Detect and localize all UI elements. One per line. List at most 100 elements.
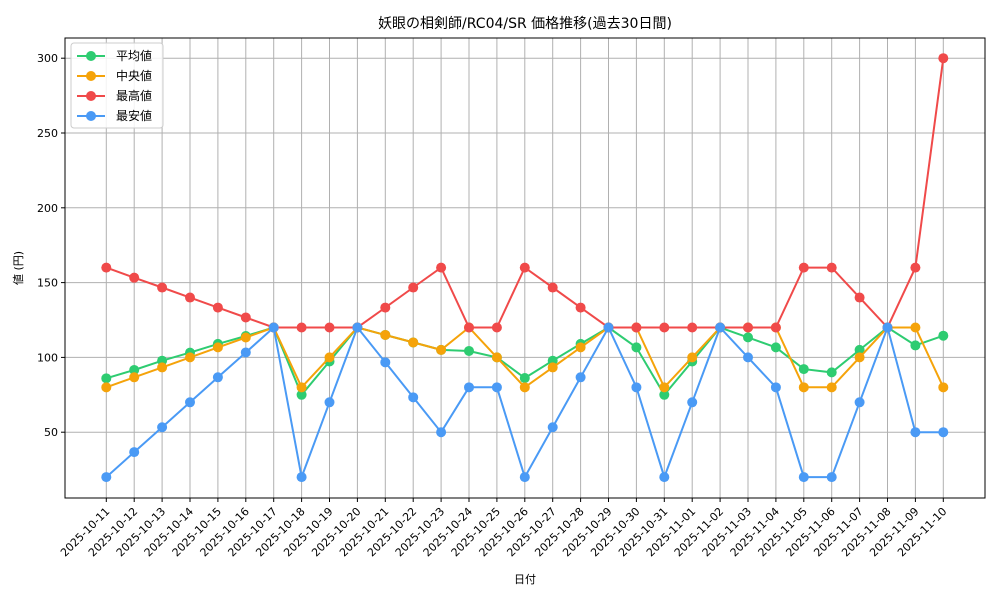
legend-marker-icon bbox=[86, 51, 96, 61]
data-point bbox=[129, 272, 140, 283]
data-point bbox=[240, 347, 251, 358]
data-point bbox=[770, 322, 781, 333]
data-point bbox=[324, 352, 335, 363]
data-point bbox=[296, 472, 307, 483]
legend-marker-icon bbox=[86, 71, 96, 81]
data-point bbox=[240, 312, 251, 323]
legend-label: 中央値 bbox=[116, 68, 152, 83]
data-point bbox=[882, 322, 893, 333]
data-point bbox=[519, 382, 530, 393]
data-point bbox=[352, 322, 363, 333]
data-point bbox=[519, 373, 530, 384]
legend-label: 最安値 bbox=[116, 108, 152, 123]
chart-title: 妖眼の相剣師/RC04/SR 価格推移(過去30日間) bbox=[378, 16, 672, 32]
data-point bbox=[324, 397, 335, 408]
data-point bbox=[910, 262, 921, 273]
data-point bbox=[212, 342, 223, 353]
data-point bbox=[519, 262, 530, 273]
data-point bbox=[631, 322, 642, 333]
data-point bbox=[296, 382, 307, 393]
data-point bbox=[408, 392, 419, 403]
data-point bbox=[715, 322, 726, 333]
data-point bbox=[464, 345, 474, 356]
data-point bbox=[296, 389, 307, 400]
data-point bbox=[491, 322, 502, 333]
data-point bbox=[185, 352, 195, 363]
data-point bbox=[157, 422, 168, 433]
data-point bbox=[547, 422, 558, 433]
legend-item: 最高値 bbox=[77, 88, 152, 103]
data-point bbox=[464, 382, 474, 393]
data-point bbox=[826, 472, 837, 483]
data-point bbox=[212, 302, 223, 313]
data-point bbox=[854, 344, 865, 355]
y-tick-label: 100 bbox=[37, 351, 58, 364]
data-point bbox=[854, 397, 865, 408]
legend-box bbox=[70, 42, 164, 129]
legend-item: 平均値 bbox=[77, 48, 152, 63]
data-point bbox=[101, 472, 112, 483]
data-point bbox=[770, 342, 781, 353]
data-point bbox=[938, 382, 949, 393]
y-tick-label: 250 bbox=[37, 127, 58, 140]
data-point bbox=[380, 302, 391, 313]
legend-label: 平均値 bbox=[116, 48, 152, 63]
data-point bbox=[408, 282, 419, 293]
data-point bbox=[547, 362, 558, 373]
data-point bbox=[519, 472, 530, 483]
series-3 bbox=[101, 322, 949, 483]
data-point bbox=[380, 329, 391, 340]
data-point bbox=[603, 322, 614, 333]
data-point bbox=[938, 330, 949, 341]
data-point bbox=[129, 447, 140, 458]
data-point bbox=[659, 389, 670, 400]
y-tick-label: 200 bbox=[37, 202, 58, 215]
data-point bbox=[687, 322, 698, 333]
data-point bbox=[240, 332, 251, 343]
data-point bbox=[101, 382, 112, 393]
data-point bbox=[631, 382, 642, 393]
data-point bbox=[743, 322, 753, 333]
legend-marker-icon bbox=[86, 111, 96, 121]
data-point bbox=[798, 382, 809, 393]
data-point bbox=[101, 262, 112, 273]
data-point bbox=[575, 342, 586, 353]
y-tick-label: 300 bbox=[37, 52, 58, 65]
y-axis: 50 100 150 200 250 300 bbox=[37, 52, 65, 439]
data-point bbox=[659, 472, 670, 483]
data-point bbox=[826, 262, 837, 273]
data-point bbox=[770, 382, 781, 393]
y-tick-label: 150 bbox=[37, 277, 58, 290]
legend-marker-icon bbox=[86, 91, 96, 101]
y-axis-label: 値 (円) bbox=[12, 251, 25, 285]
data-point bbox=[659, 382, 670, 393]
data-point bbox=[547, 282, 558, 293]
data-point bbox=[185, 292, 195, 303]
data-point bbox=[910, 427, 921, 438]
data-point bbox=[631, 342, 642, 353]
data-point bbox=[938, 53, 949, 64]
data-point bbox=[185, 397, 195, 408]
data-point bbox=[854, 292, 865, 303]
data-point bbox=[129, 372, 140, 383]
data-point bbox=[798, 472, 809, 483]
data-point bbox=[826, 367, 837, 378]
series-2 bbox=[101, 53, 949, 333]
y-tick-label: 50 bbox=[44, 426, 58, 439]
legend-item: 中央値 bbox=[77, 68, 152, 83]
data-point bbox=[826, 382, 837, 393]
data-point bbox=[798, 262, 809, 273]
data-point bbox=[575, 372, 586, 383]
data-point bbox=[268, 322, 279, 333]
data-point bbox=[938, 427, 949, 438]
data-point bbox=[491, 382, 502, 393]
data-point bbox=[212, 372, 223, 383]
data-point bbox=[687, 397, 698, 408]
data-point bbox=[129, 364, 140, 375]
data-point bbox=[687, 352, 698, 363]
x-axis-label: 日付 bbox=[514, 573, 536, 586]
x-axis: 2025-10-112025-10-122025-10-132025-10-14… bbox=[58, 498, 949, 559]
data-point bbox=[436, 427, 447, 438]
